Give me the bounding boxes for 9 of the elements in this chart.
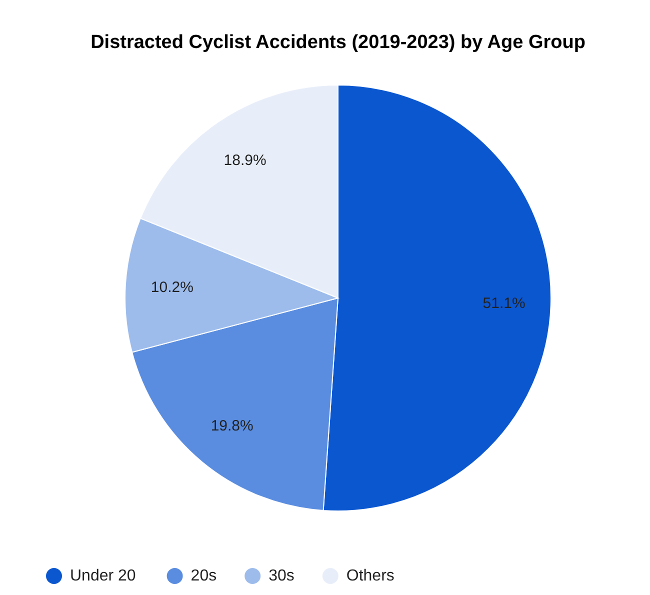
legend-label: Others <box>346 568 394 584</box>
legend-label: Under 20 <box>70 568 136 584</box>
data-label: 18.9% <box>224 152 266 169</box>
legend-label: 30s <box>268 568 294 584</box>
data-label: 19.8% <box>210 418 254 435</box>
data-label: 51.1% <box>482 295 526 312</box>
data-label: 10.2% <box>150 279 194 296</box>
legend-label: 20s <box>190 568 217 584</box>
chart-title: Distracted Cyclist Accidents (2019-2023) by Age Group <box>90 32 586 53</box>
